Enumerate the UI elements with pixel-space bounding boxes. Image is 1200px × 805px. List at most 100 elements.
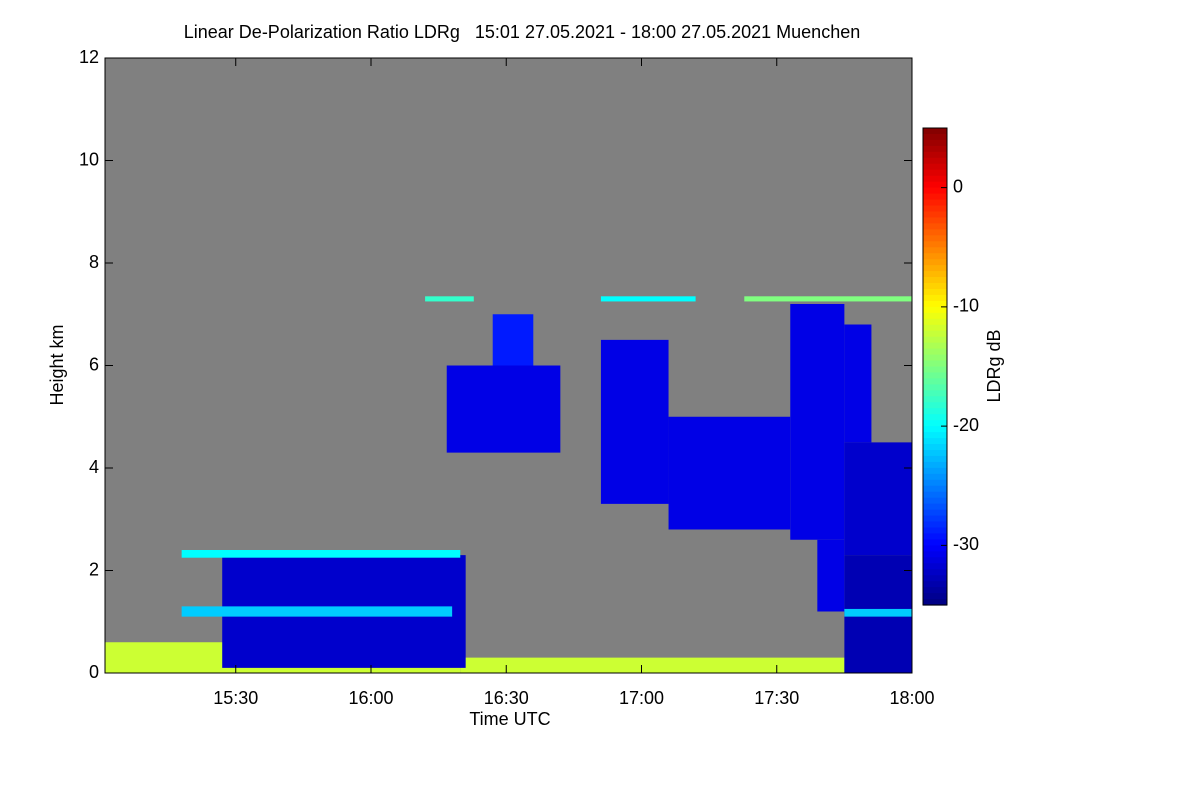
heatmap-cell [817, 539, 845, 612]
heatmap-cell [844, 324, 872, 443]
colorbar-segment [923, 491, 947, 499]
colorbar-segment [923, 294, 947, 302]
colorbar-segment [923, 211, 947, 219]
colorbar-segment [923, 378, 947, 385]
colorbar-segment [923, 336, 947, 344]
colorbar-tick-label: -10 [953, 296, 979, 316]
colorbar-segment [923, 223, 947, 230]
colorbar-segment [923, 133, 947, 141]
colorbar-segment [923, 229, 947, 236]
colorbar-segment [923, 402, 947, 409]
colorbar-segment [923, 545, 947, 552]
colorbar-segment [923, 414, 947, 421]
colorbar-segment [923, 593, 947, 600]
colorbar-segment [923, 241, 947, 248]
x-tick-label: 18:00 [889, 688, 934, 708]
colorbar-segment [923, 342, 947, 350]
y-tick-label: 12 [79, 47, 99, 67]
y-axis-label: Height km [47, 324, 67, 405]
colorbar-segment [923, 569, 947, 576]
colorbar-segment [923, 139, 947, 147]
colorbar-segment [923, 515, 947, 523]
colorbar-segment [923, 438, 947, 445]
heatmap-cell [744, 296, 912, 302]
x-axis-label: Time UTC [469, 709, 550, 729]
x-tick-label: 16:00 [348, 688, 393, 708]
colorbar-segment [923, 455, 947, 463]
heatmap-cell [844, 608, 912, 617]
colorbar-segment [923, 265, 947, 272]
colorbar-segment [923, 390, 947, 397]
colorbar-segment [923, 312, 947, 320]
colorbar-segment [923, 318, 947, 326]
colorbar-segment [923, 330, 947, 338]
colorbar-segment [923, 181, 947, 189]
colorbar-label: LDRg dB [984, 329, 1004, 402]
y-tick-label: 0 [89, 662, 99, 682]
x-tick-label: 15:30 [213, 688, 258, 708]
x-tick-label: 17:00 [619, 688, 664, 708]
colorbar-segment [923, 235, 947, 242]
x-tick-label: 17:30 [754, 688, 799, 708]
colorbar-segment [923, 247, 947, 254]
colorbar-segment [923, 366, 947, 374]
colorbar-segment [923, 157, 947, 165]
colorbar-segment [923, 426, 947, 433]
colorbar-segment [923, 259, 947, 266]
colorbar-segment [923, 509, 947, 517]
colorbar-segment [923, 581, 947, 588]
colorbar-segment [923, 151, 947, 159]
colorbar-segment [923, 253, 947, 260]
colorbar-segment [923, 533, 947, 541]
colorbar-segment [923, 479, 947, 487]
colorbar-segment [923, 444, 947, 451]
heatmap-cell [790, 304, 845, 540]
colorbar-segment [923, 551, 947, 558]
chart-title: Linear De-Polarization Ratio LDRg 15:01 … [184, 22, 860, 42]
colorbar-segment [923, 300, 947, 308]
colorbar-segment [923, 283, 947, 290]
colorbar-segment [923, 175, 947, 183]
colorbar-segment [923, 539, 947, 546]
colorbar-segment [923, 187, 947, 195]
colorbar-segment [923, 473, 947, 481]
heatmap-cell [492, 314, 534, 366]
colorbar-segment [923, 587, 947, 594]
colorbar-segment [923, 503, 947, 511]
colorbar-segment [923, 527, 947, 535]
heatmap-cell [181, 606, 453, 617]
y-tick-label: 6 [89, 354, 99, 374]
colorbar-segment [923, 288, 947, 296]
colorbar-segment [923, 169, 947, 177]
y-tick-label: 10 [79, 149, 99, 169]
heatmap-cell [460, 657, 845, 673]
colorbar-segment [923, 145, 947, 153]
colorbar-segment [923, 372, 947, 380]
heatmap-cell [600, 296, 696, 302]
heatmap-cell [844, 442, 912, 556]
colorbar-segment [923, 324, 947, 332]
colorbar-tick-label: -30 [953, 534, 979, 554]
colorbar-segment [923, 277, 947, 284]
colorbar-segment [923, 575, 947, 582]
colorbar-segment [923, 461, 947, 469]
colorbar-segment [923, 271, 947, 278]
colorbar-tick-label: -20 [953, 415, 979, 435]
colorbar-segment [923, 497, 947, 505]
colorbar-segment [923, 563, 947, 570]
colorbar-segment [923, 485, 947, 493]
heatmap-cell [181, 550, 461, 558]
colorbar-segment [923, 348, 947, 356]
colorbar-segment [923, 599, 947, 606]
colorbar-segment [923, 467, 947, 475]
x-tick-label: 16:30 [484, 688, 529, 708]
heatmap-cell [600, 339, 669, 504]
colorbar-segment [923, 360, 947, 368]
colorbar-segment [923, 384, 947, 391]
colorbar-segment [923, 217, 947, 224]
colorbar-segment [923, 432, 947, 439]
colorbar-segment [923, 306, 947, 314]
colorbar-segment [923, 193, 947, 201]
colorbar-segment [923, 557, 947, 564]
